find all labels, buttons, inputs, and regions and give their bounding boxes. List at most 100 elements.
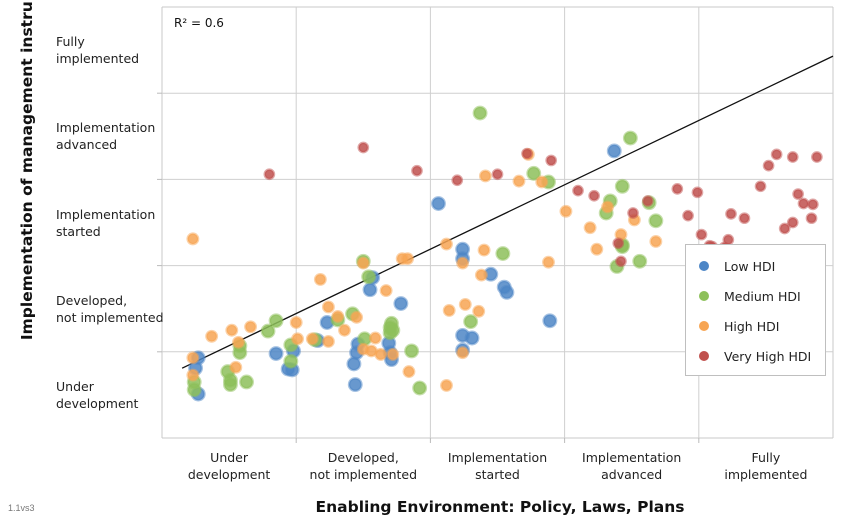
data-point-very-high-hdi — [588, 189, 600, 202]
data-point-high-hdi — [440, 378, 453, 392]
data-point-high-hdi — [321, 335, 335, 348]
legend: Low HDI Medium HDI High HDI Very High HD… — [685, 244, 826, 376]
data-point-very-high-hdi — [725, 208, 737, 220]
y-axis-label: Implementation of management instruments — [18, 0, 36, 341]
data-point-very-high-hdi — [762, 159, 775, 172]
trendline — [181, 55, 834, 369]
data-point-high-hdi — [205, 329, 219, 343]
data-point-very-high-hdi — [627, 207, 639, 219]
legend-item-very-high-hdi: Very High HDI — [686, 341, 825, 371]
data-point-high-hdi — [401, 252, 415, 266]
data-point-high-hdi — [478, 169, 492, 183]
legend-swatch — [699, 291, 709, 301]
data-point-high-hdi — [321, 300, 335, 314]
data-point-very-high-hdi — [682, 209, 694, 222]
data-point-high-hdi — [601, 200, 614, 214]
data-point-medium-hdi — [382, 320, 398, 336]
data-point-high-hdi — [368, 331, 382, 345]
data-point-very-high-hdi — [545, 154, 558, 167]
data-point-high-hdi — [456, 256, 470, 270]
data-point-high-hdi — [313, 272, 327, 286]
data-point-high-hdi — [477, 243, 491, 257]
data-point-high-hdi — [402, 365, 416, 379]
data-point-high-hdi — [225, 323, 239, 337]
data-point-low-hdi — [346, 356, 362, 372]
data-point-very-high-hdi — [786, 151, 799, 163]
data-point-very-high-hdi — [722, 233, 735, 246]
data-point-very-high-hdi — [805, 212, 818, 225]
data-point-very-high-hdi — [411, 164, 423, 177]
data-point-very-high-hdi — [357, 141, 370, 154]
data-point-very-high-hdi — [451, 174, 464, 187]
data-point-very-high-hdi — [491, 168, 504, 181]
data-point-medium-hdi — [361, 269, 377, 285]
data-point-medium-hdi — [222, 377, 238, 393]
data-point-very-high-hdi — [738, 212, 751, 225]
data-point-high-hdi — [442, 303, 456, 317]
data-point-high-hdi — [186, 351, 200, 365]
legend-swatch — [699, 351, 709, 361]
data-point-very-high-hdi — [612, 237, 625, 250]
data-point-high-hdi — [350, 310, 364, 324]
gridlines — [157, 6, 834, 443]
data-point-high-hdi — [386, 347, 400, 361]
data-point-very-high-hdi — [778, 222, 791, 235]
legend-item-medium-hdi: Medium HDI — [686, 281, 825, 311]
data-points — [186, 105, 823, 402]
data-point-very-high-hdi — [786, 216, 799, 229]
data-point-high-hdi — [458, 297, 472, 311]
data-point-high-hdi — [440, 237, 453, 251]
data-point-low-hdi — [464, 330, 480, 346]
data-point-high-hdi — [379, 284, 393, 298]
data-point-high-hdi — [374, 347, 388, 361]
data-point-low-hdi — [542, 313, 558, 329]
legend-label: Medium HDI — [724, 288, 801, 304]
data-point-very-high-hdi — [811, 151, 823, 163]
data-point-low-hdi — [431, 196, 446, 211]
data-point-very-high-hdi — [615, 255, 627, 268]
data-point-very-high-hdi — [572, 184, 584, 197]
data-point-low-hdi — [268, 346, 284, 361]
data-point-very-high-hdi — [691, 186, 704, 199]
data-point-high-hdi — [186, 232, 200, 246]
data-point-high-hdi — [590, 242, 604, 256]
data-point-high-hdi — [542, 255, 555, 269]
data-point-medium-hdi — [622, 130, 638, 146]
data-point-medium-hdi — [526, 165, 542, 181]
data-point-medium-hdi — [472, 105, 488, 121]
x-tick-label: Implementation started — [447, 450, 548, 482]
data-point-low-hdi — [362, 282, 378, 298]
y-tick-label: Developed, not implemented — [56, 292, 164, 325]
data-point-high-hdi — [289, 316, 303, 329]
data-point-medium-hdi — [239, 374, 254, 390]
data-point-high-hdi — [232, 335, 245, 349]
data-point-very-high-hdi — [695, 228, 708, 241]
data-point-high-hdi — [291, 332, 304, 346]
y-tick-label: Fully implemented — [56, 34, 140, 67]
data-point-very-high-hdi — [754, 180, 767, 193]
data-point-low-hdi — [393, 296, 409, 311]
data-point-high-hdi — [331, 310, 345, 323]
figure-code: 1.1vs3 — [8, 503, 35, 513]
data-point-high-hdi — [472, 304, 486, 318]
data-point-high-hdi — [338, 323, 351, 337]
data-point-high-hdi — [356, 256, 370, 270]
data-point-medium-hdi — [283, 353, 299, 369]
x-tick-label: Implementation advanced — [582, 450, 682, 482]
data-point-high-hdi — [305, 332, 319, 346]
data-point-medium-hdi — [614, 178, 630, 194]
data-point-high-hdi — [559, 204, 573, 218]
data-point-medium-hdi — [632, 253, 648, 269]
legend-label: High HDI — [724, 318, 780, 334]
data-point-high-hdi — [535, 175, 549, 189]
legend-item-low-hdi: Low HDI — [686, 251, 825, 281]
data-point-high-hdi — [474, 268, 488, 282]
data-point-high-hdi — [649, 235, 663, 248]
legend-swatch — [699, 261, 709, 271]
data-point-medium-hdi — [268, 313, 284, 329]
data-point-high-hdi — [186, 368, 200, 382]
x-tick-label: Developed, not implemented — [309, 450, 418, 482]
data-point-very-high-hdi — [792, 188, 804, 200]
data-point-medium-hdi — [404, 343, 420, 359]
